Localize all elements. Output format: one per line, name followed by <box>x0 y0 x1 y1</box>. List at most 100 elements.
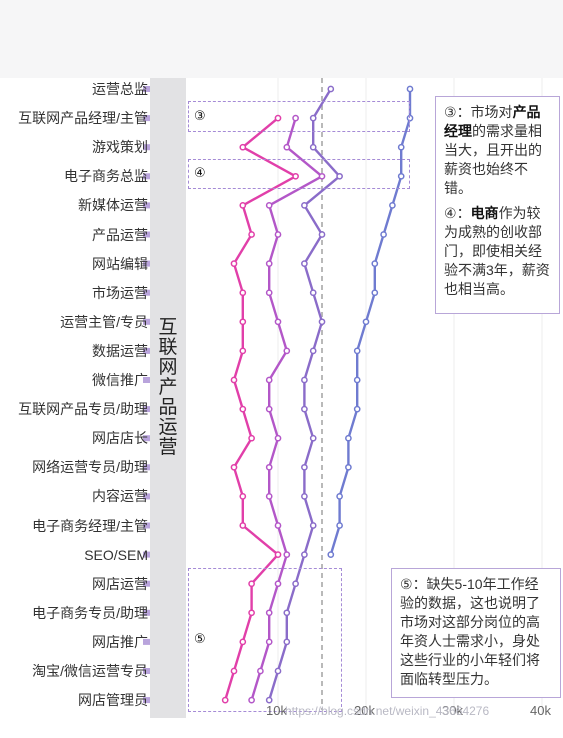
category-tick-bar <box>143 377 150 383</box>
note-3: ③：市场对产品经理的需求量相当大，且开出的薪资也始终不错。 <box>444 104 542 196</box>
series-1-point <box>239 143 247 151</box>
group-band <box>150 78 186 718</box>
category-label: 内容运营 <box>92 488 148 505</box>
series-3-point <box>309 143 317 151</box>
series-2-point <box>292 114 299 122</box>
series-4-point <box>353 405 361 413</box>
series-2-point <box>257 667 264 675</box>
series-2-point <box>265 202 273 209</box>
highlight-box-5 <box>188 568 342 712</box>
series-3-point <box>309 347 317 355</box>
series-2-point <box>274 434 282 442</box>
x-tick-label: 10k <box>266 703 287 718</box>
series-2-point <box>265 638 273 646</box>
series-3-point <box>336 172 343 180</box>
series-1-point <box>239 202 247 209</box>
series-3-point <box>301 376 308 384</box>
category-tick-bar <box>143 522 150 529</box>
category-tick-bar <box>143 86 150 92</box>
category-label: 游戏策划 <box>92 139 148 156</box>
series-3-point <box>301 260 308 267</box>
highlight-box-4 <box>188 159 410 189</box>
series-3-point <box>301 405 308 413</box>
series-4-point <box>371 289 379 297</box>
series-1-point <box>239 347 247 355</box>
series-1-point <box>239 522 247 529</box>
series-2-point <box>274 318 282 326</box>
marker-3: ③ <box>194 108 206 123</box>
note-5: ⑤：缺失5-10年工作经验的数据，这也说明了市场对这部分岗位的高年资人士需求小，… <box>400 576 540 687</box>
category-tick-bar <box>143 697 150 704</box>
series-1-point <box>292 172 299 180</box>
group-label: 互联网产品运营 <box>158 317 178 458</box>
series-4-point <box>345 434 352 442</box>
series-2-point <box>265 463 273 471</box>
category-label: 网店管理员 <box>78 692 148 709</box>
category-tick-bar <box>143 289 150 296</box>
series-1-point <box>248 609 255 617</box>
series-2-point <box>318 172 326 180</box>
series-3-point <box>283 638 291 646</box>
category-tick-bar <box>143 435 150 442</box>
series-4-point <box>353 376 361 384</box>
category-label: 电子商务总监 <box>64 168 148 185</box>
series-2-point <box>274 580 282 588</box>
series-3-point <box>309 434 317 442</box>
note-4: ④：电商作为较为成熟的创收部门，即使相关经验不满3年，薪资也相当高。 <box>444 205 550 297</box>
category-tick-bar <box>143 231 150 238</box>
x-tick-label: 30k <box>442 703 463 718</box>
category-tick-bar <box>143 260 150 267</box>
category-label: 市场运营 <box>92 284 148 301</box>
category-label: 互联网产品专员/助理 <box>18 401 148 418</box>
series-1-point <box>239 318 247 326</box>
series-1-point <box>248 434 255 442</box>
category-tick-bar <box>143 638 150 645</box>
category-tick-bar <box>143 318 150 325</box>
category-label: 网络运营专员/助理 <box>32 459 148 476</box>
series-4-point <box>406 114 414 122</box>
series-2-point <box>283 143 291 151</box>
category-tick-bar <box>143 202 150 209</box>
series-1-point <box>239 405 247 413</box>
category-label: 网店运营 <box>92 575 148 592</box>
category-tick-bar <box>143 609 150 616</box>
series-3-point <box>292 580 299 588</box>
category-label: 网站编辑 <box>92 255 148 272</box>
category-tick-bar <box>143 580 150 587</box>
series-3-point <box>318 318 326 326</box>
series-1-point <box>230 667 238 675</box>
series-4-point <box>336 493 343 500</box>
marker-5: ⑤ <box>194 631 206 646</box>
category-tick-bar <box>143 493 150 500</box>
category-tick-bar <box>143 464 150 471</box>
series-3-point <box>274 667 282 675</box>
series-4-point <box>353 347 361 355</box>
category-label: 新媒体运营 <box>78 197 148 214</box>
highlight-box-3 <box>188 101 410 132</box>
series-line-3 <box>268 88 341 701</box>
series-3-point <box>309 522 317 529</box>
series-3-point <box>318 231 326 238</box>
series-1-point <box>221 696 229 704</box>
annotation-note-3-4: ③：市场对产品经理的需求量相当大，且开出的薪资也始终不错。 ④：电商作为较为成熟… <box>435 96 560 314</box>
series-1-point <box>239 493 247 500</box>
series-4-point <box>362 318 370 326</box>
x-tick-label: 20k <box>354 703 375 718</box>
category-label: 淘宝/微信运营专员 <box>32 663 148 679</box>
category-label: 运营总监 <box>92 81 148 97</box>
series-3-point <box>301 202 308 209</box>
series-2-point <box>265 493 273 500</box>
series-4-point <box>397 143 405 151</box>
series-3-point <box>301 493 308 500</box>
series-4-point <box>327 551 335 558</box>
category-label: 电子商务专员/助理 <box>32 604 148 621</box>
series-1-point <box>274 551 282 558</box>
series-4-point <box>380 231 387 238</box>
category-label: 网店推广 <box>92 633 148 650</box>
category-tick-bar <box>143 406 150 413</box>
category-label: 互联网产品经理/主管 <box>18 110 148 127</box>
series-3-point <box>327 85 335 93</box>
series-2-point <box>265 260 273 267</box>
x-tick-label: 40k <box>530 703 551 718</box>
series-2-point <box>265 609 273 617</box>
